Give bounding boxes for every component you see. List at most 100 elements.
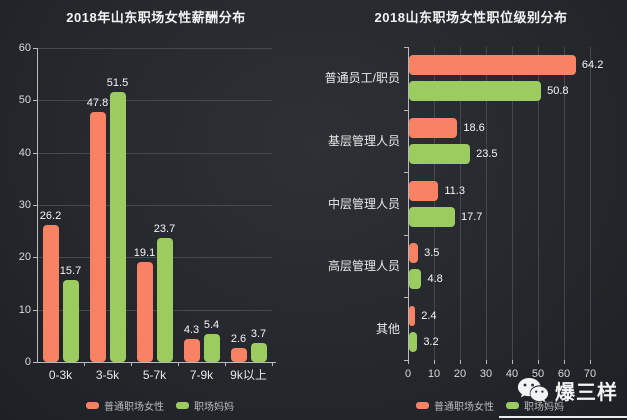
x-tick-label: 0 <box>404 368 412 380</box>
gridline <box>486 47 487 360</box>
bar <box>409 243 419 264</box>
y-tick-mark <box>33 205 37 206</box>
legend-swatch-orange <box>416 401 429 409</box>
x-tick-mark <box>538 360 539 364</box>
legend-label-ordinary-women: 普通职场女性 <box>104 401 164 413</box>
x-tick-mark <box>564 360 565 364</box>
x-tick-mark <box>84 362 85 366</box>
y-tick-label: 60 <box>18 42 31 54</box>
gridline <box>37 309 272 311</box>
value-label: 17.7 <box>461 210 483 223</box>
y-tick-mark <box>33 362 37 363</box>
category-label: 其他 <box>375 321 400 336</box>
y-tick-mark <box>33 257 37 259</box>
y-axis-line <box>408 47 409 364</box>
bar <box>409 305 416 326</box>
x-tick-mark <box>590 360 591 364</box>
value-label: 50.8 <box>547 85 569 98</box>
value-label: 3.5 <box>424 247 440 260</box>
gridline <box>512 47 513 360</box>
bar <box>62 279 79 362</box>
gridline <box>37 205 272 206</box>
value-label: 2.6 <box>230 333 247 346</box>
gridline <box>37 257 272 259</box>
brand-name: 爆三样 <box>555 382 618 404</box>
watermark: 爆三样 <box>517 376 618 405</box>
right-chart-title: 2018山东职场女性职位级别分布 <box>374 10 568 25</box>
legend-swatch-orange <box>86 401 99 409</box>
y-tick-label: 0 <box>24 356 31 368</box>
bar <box>409 55 576 76</box>
y-tick-mark <box>404 297 408 299</box>
category-label: 高层管理人员 <box>327 259 400 274</box>
x-tick-label: 20 <box>453 368 467 380</box>
bar <box>409 180 439 201</box>
x-tick-mark <box>272 362 273 366</box>
value-label: 47.8 <box>86 96 109 109</box>
legend-swatch-green <box>506 401 519 409</box>
value-label: 26.2 <box>39 209 62 222</box>
value-label: 3.2 <box>423 335 439 348</box>
y-tick-mark <box>33 100 37 102</box>
legend-label-ordinary-women: 普通职场女性 <box>434 401 494 413</box>
wechat-icon <box>517 378 549 403</box>
y-tick-mark <box>404 47 408 48</box>
bar <box>42 224 59 362</box>
y-axis-line <box>37 48 38 363</box>
gridline <box>37 48 272 49</box>
bar <box>89 111 106 362</box>
value-label: 4.3 <box>183 324 200 337</box>
y-tick-mark <box>33 152 37 154</box>
bar <box>203 333 220 362</box>
x-tick-mark <box>225 362 226 366</box>
value-label: 23.5 <box>476 147 498 160</box>
x-axis-line <box>37 362 276 363</box>
bar <box>409 117 458 138</box>
x-tick-mark <box>460 360 461 364</box>
value-label: 2.4 <box>421 309 437 322</box>
legend-swatch-green <box>176 401 189 409</box>
gridline <box>37 100 272 102</box>
x-tick-label: 10 <box>427 368 441 380</box>
category-label: 普通员工/职员 <box>324 71 400 86</box>
right-chart-legend: 普通职场女性 职场妈妈 <box>416 399 576 413</box>
gridline <box>460 47 461 360</box>
y-tick-label: 10 <box>18 303 31 316</box>
x-tick-label: 30 <box>479 368 493 380</box>
bar <box>409 331 418 352</box>
gridline <box>37 152 272 154</box>
bar <box>183 339 200 362</box>
y-tick-mark <box>33 309 37 311</box>
x-tick-label: 60 <box>557 368 571 380</box>
value-label: 23.7 <box>153 222 176 235</box>
watermark-underline <box>499 416 627 418</box>
value-label: 64.2 <box>581 59 604 72</box>
x-tick-label: 40 <box>505 368 519 380</box>
y-tick-mark <box>404 109 408 111</box>
category-label: 基层管理人员 <box>327 133 400 148</box>
value-label: 51.5 <box>106 77 129 90</box>
value-label: 18.6 <box>463 121 485 134</box>
y-tick-label: 50 <box>18 94 31 107</box>
gridline <box>564 47 565 360</box>
gridline <box>590 47 591 360</box>
category-label: 0-3k <box>48 368 73 382</box>
bar <box>409 206 456 227</box>
bar <box>156 237 173 362</box>
x-tick-mark <box>512 360 513 364</box>
category-label: 7-9k <box>189 368 214 382</box>
y-tick-label: 40 <box>18 146 31 159</box>
category-label: 中层管理人员 <box>327 196 400 211</box>
bar <box>136 262 153 362</box>
bar <box>109 92 126 362</box>
y-tick-mark <box>404 172 408 174</box>
x-tick-mark <box>178 362 179 366</box>
x-tick-label: 70 <box>583 368 597 380</box>
category-label: 3-5k <box>95 368 120 382</box>
x-tick-label: 50 <box>531 368 545 380</box>
x-tick-mark <box>434 360 435 364</box>
bar <box>250 342 267 362</box>
legend-label-working-moms: 职场妈妈 <box>524 401 564 413</box>
value-label: 4.8 <box>427 273 443 286</box>
